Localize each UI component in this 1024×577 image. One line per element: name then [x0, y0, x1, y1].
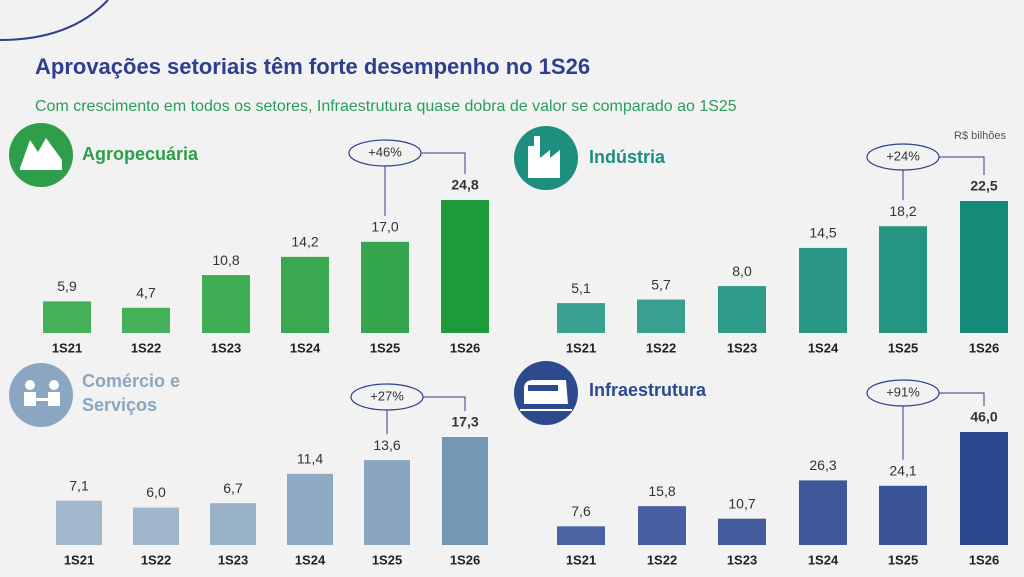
connector [939, 392, 985, 406]
bar [364, 460, 410, 545]
bar [43, 301, 91, 333]
bar [799, 480, 847, 545]
bar [442, 437, 488, 545]
connector [423, 396, 466, 411]
panel-title: Comércio e Serviços [82, 371, 181, 415]
x-tick-label: 1S22 [646, 340, 676, 355]
x-tick-label: 1S26 [450, 552, 480, 567]
panel-title: Infraestrutura [589, 380, 707, 400]
value-label: 7,6 [571, 503, 591, 519]
x-tick-label: 1S26 [969, 340, 999, 355]
value-label: 24,1 [889, 463, 916, 479]
bar [960, 432, 1008, 545]
connector [939, 156, 985, 175]
connector [421, 152, 466, 174]
value-label: 10,8 [212, 252, 239, 268]
bar [210, 503, 256, 545]
annotation-ellipse [866, 379, 940, 407]
bar [557, 303, 605, 333]
x-tick-label: 1S23 [727, 552, 757, 567]
x-tick-label: 1S23 [727, 340, 757, 355]
annotation-ellipse [866, 143, 940, 171]
x-tick-label: 1S26 [969, 552, 999, 567]
bar [441, 200, 489, 333]
bar [281, 256, 329, 333]
x-tick-label: 1S22 [131, 340, 161, 355]
bar [638, 506, 686, 545]
x-tick-label: 1S25 [888, 552, 918, 567]
icon-industria [514, 126, 578, 190]
annotation: +24% [886, 148, 920, 163]
value-label: 7,1 [69, 477, 89, 493]
value-label: 6,0 [146, 484, 166, 500]
x-tick-label: 1S23 [218, 552, 248, 567]
x-tick-label: 1S23 [211, 340, 241, 355]
x-tick-label: 1S24 [808, 552, 839, 567]
annotation-ellipse [350, 383, 424, 411]
annotation: +91% [886, 384, 920, 399]
panel-title: Agropecuária [82, 144, 199, 164]
bar [879, 226, 927, 333]
page-title: Aprovações setoriais têm forte desempenh… [35, 54, 590, 79]
x-tick-label: 1S24 [290, 340, 321, 355]
decoration-arc [0, 0, 109, 41]
icon-comercio [9, 363, 73, 427]
value-label: 46,0 [970, 409, 997, 425]
value-label: 8,0 [732, 263, 752, 279]
value-label: 5,9 [57, 278, 77, 294]
bar [637, 299, 685, 333]
x-tick-label: 1S25 [888, 340, 918, 355]
x-tick-label: 1S25 [372, 552, 402, 567]
bar [361, 241, 409, 333]
panel-title: Indústria [589, 147, 666, 167]
x-tick-label: 1S21 [566, 552, 596, 567]
value-label: 5,1 [571, 280, 591, 296]
bar [122, 307, 170, 333]
icon-agro [9, 123, 73, 187]
value-label: 18,2 [889, 203, 916, 219]
value-label: 13,6 [373, 437, 400, 453]
x-tick-label: 1S21 [64, 552, 94, 567]
value-label: 15,8 [648, 483, 675, 499]
x-tick-label: 1S25 [370, 340, 400, 355]
bar [287, 473, 333, 545]
value-label: 17,0 [371, 219, 398, 235]
page-subtitle: Com crescimento em todos os setores, Inf… [35, 98, 737, 115]
value-label: 4,7 [136, 284, 156, 300]
value-label: 17,3 [451, 414, 478, 430]
x-tick-label: 1S24 [295, 552, 326, 567]
value-label: 22,5 [970, 178, 997, 194]
annotation: +46% [368, 144, 402, 159]
value-label: 14,2 [291, 234, 318, 250]
icon-infra [514, 361, 578, 425]
annotation: +27% [370, 388, 404, 403]
x-tick-label: 1S22 [141, 552, 171, 567]
bar [960, 201, 1008, 333]
value-label: 26,3 [809, 457, 836, 473]
value-label: 10,7 [728, 495, 755, 511]
value-label: 24,8 [451, 177, 478, 193]
bar [133, 507, 179, 545]
x-tick-label: 1S26 [450, 340, 480, 355]
bar [202, 275, 250, 333]
bar [799, 247, 847, 333]
bar [879, 485, 927, 545]
bar [56, 500, 102, 545]
value-label: 5,7 [651, 276, 671, 292]
unit-label: R$ bilhões [954, 130, 1006, 142]
bar [557, 526, 605, 545]
bar [718, 518, 766, 545]
x-tick-label: 1S21 [52, 340, 82, 355]
value-label: 6,7 [223, 480, 243, 496]
x-tick-label: 1S21 [566, 340, 596, 355]
annotation-ellipse [348, 139, 422, 167]
value-label: 11,4 [297, 451, 323, 467]
x-tick-label: 1S24 [808, 340, 839, 355]
value-label: 14,5 [809, 225, 836, 241]
bar [718, 286, 766, 333]
x-tick-label: 1S22 [647, 552, 677, 567]
